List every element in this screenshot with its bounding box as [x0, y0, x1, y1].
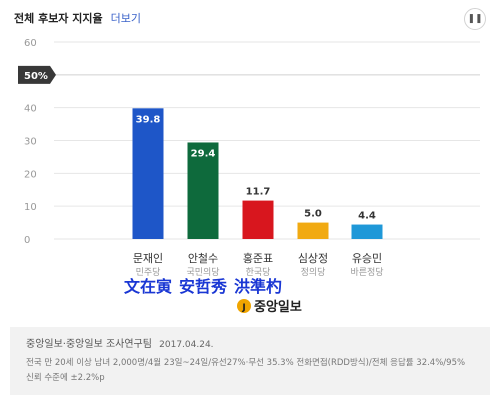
x-tick-label: 홍준표 — [243, 251, 273, 265]
party-label: 국민의당 — [186, 267, 219, 278]
x-tick-label: 심상정 — [298, 252, 328, 265]
hanja-name-label: 文在寅 — [124, 277, 172, 296]
x-tick-label: 문재인 — [133, 252, 163, 265]
party-label: 한국당 — [246, 267, 271, 278]
y-tick-label: 40 — [24, 104, 37, 115]
chart-header: 전체 후보자 지지율 더보기 — [14, 8, 486, 28]
data-label: 39.8 — [136, 114, 161, 125]
pause-button[interactable]: ❚❚ — [464, 8, 486, 30]
data-label: 4.4 — [358, 211, 376, 222]
y-tick-label: 20 — [24, 169, 37, 180]
pause-icon: ❚❚ — [467, 14, 483, 24]
hanja-name-label: 洪準杓 — [234, 277, 282, 296]
bar — [297, 222, 329, 239]
hanja-name-label: 安哲秀 — [179, 277, 227, 296]
reference-badge — [18, 65, 56, 84]
logo-text: 중앙일보 — [254, 299, 302, 315]
data-label: 5.0 — [304, 209, 322, 220]
data-label: 29.4 — [191, 148, 216, 159]
footer-panel: 중앙일보·중앙일보 조사연구팀 2017.04.24. 전국 만 20세 이상 … — [10, 327, 490, 395]
party-label: 바른정당 — [350, 267, 383, 278]
bar — [351, 224, 383, 239]
reference-badge-label: 50% — [24, 71, 48, 82]
y-tick-label: 10 — [24, 202, 37, 213]
logo-icon — [237, 299, 251, 313]
x-tick-label: 안철수 — [188, 252, 218, 265]
data-label: 11.7 — [246, 187, 271, 198]
party-label: 정의당 — [301, 267, 326, 278]
bar — [242, 200, 274, 239]
footer-source-line: 중앙일보·중앙일보 조사연구팀 2017.04.24. — [26, 335, 474, 350]
party-label: 민주당 — [136, 267, 161, 278]
survey-note: 전국 만 20세 이상 남녀 2,000명/4월 23일~24일/유선27%·무… — [26, 358, 466, 383]
chart-title: 전체 후보자 지지율 — [14, 12, 103, 25]
y-tick-label: 60 — [24, 38, 37, 49]
more-link[interactable]: 더보기 — [110, 12, 141, 25]
logo-glyph: J — [241, 303, 245, 313]
y-tick-label: 30 — [24, 137, 37, 148]
bar — [187, 142, 219, 239]
source-text: 중앙일보·중앙일보 조사연구팀 — [26, 339, 152, 350]
y-tick-label: 0 — [24, 235, 30, 246]
source-date: 2017.04.24. — [159, 340, 214, 350]
bar — [132, 108, 164, 239]
x-tick-label: 유승민 — [352, 252, 382, 265]
